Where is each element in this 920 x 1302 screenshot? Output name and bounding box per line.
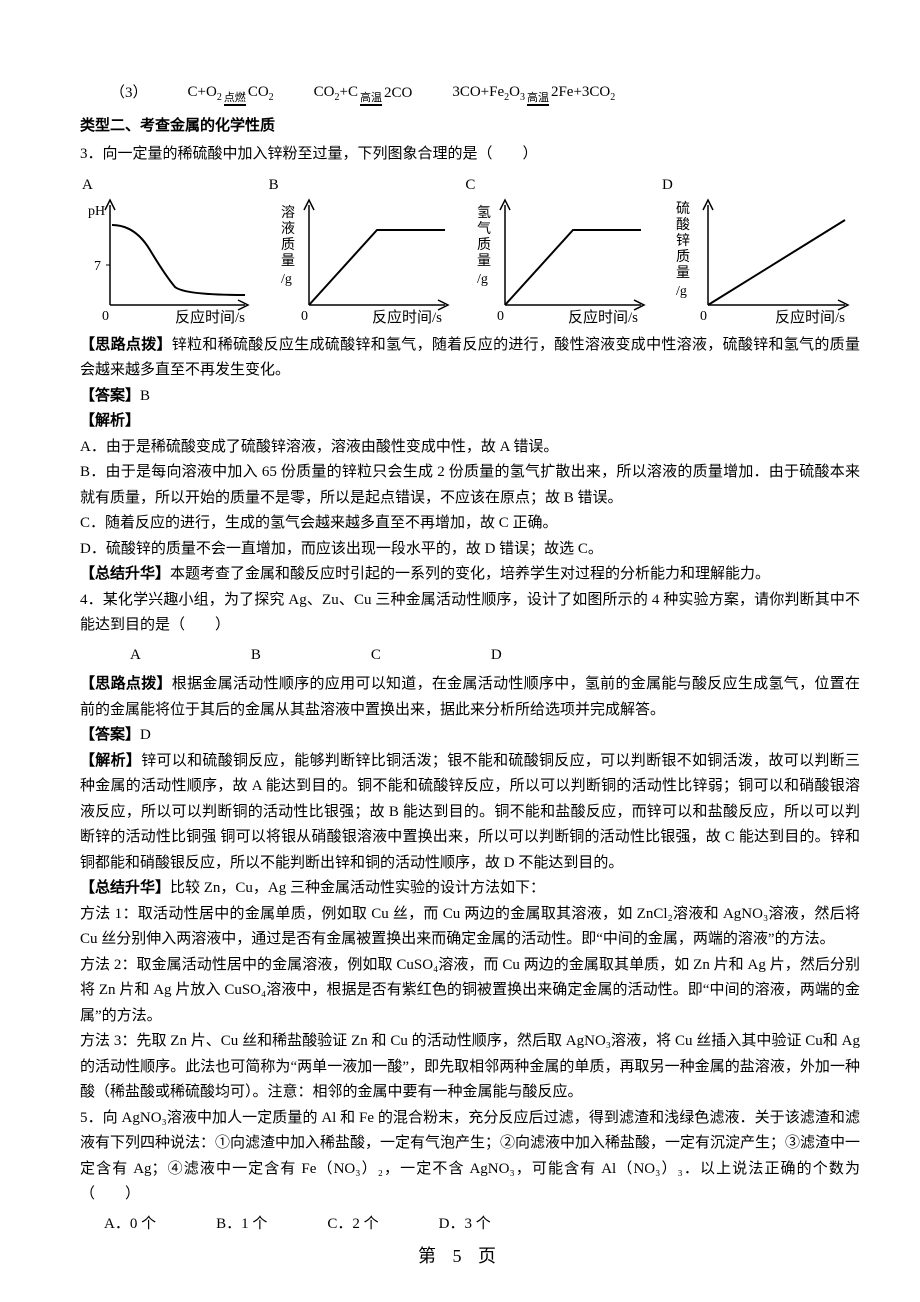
- svg-text:锌: 锌: [676, 233, 690, 249]
- svg-text:/g: /g: [281, 272, 292, 287]
- q4-options: A B C D: [80, 643, 860, 669]
- q3-exp-a: A．由于是稀硫酸变成了硫酸锌溶液，溶液由酸性变成中性，故 A 错误。: [80, 435, 860, 461]
- q3-exp-b: B．由于是每向溶液中加入 65 份质量的锌粒只会生成 2 份质量的氢气扩散出来，…: [80, 460, 860, 511]
- svg-text:量: 量: [477, 253, 491, 269]
- svg-text:7: 7: [94, 259, 101, 274]
- chart-d: D 硫 酸 锌 质 量 /g 0 反应时间/s: [660, 173, 860, 325]
- svg-text:/g: /g: [477, 272, 488, 287]
- q5-options: A．0 个 B．1 个 C．2 个 D．3 个: [80, 1212, 860, 1238]
- svg-text:硫: 硫: [676, 201, 690, 217]
- svg-text:酸: 酸: [676, 217, 690, 233]
- svg-text:0: 0: [301, 309, 308, 324]
- opt-b: B: [251, 643, 261, 669]
- chart-b: B 溶 液 质 量 /g 0 反应时间/s: [267, 173, 457, 325]
- svg-text:气: 气: [477, 221, 491, 237]
- q5-opt-b: B．1 个: [216, 1212, 267, 1238]
- q3-exp-c: C．随着反应的进行，生成的氢气会越来越多直至不再增加，故 C 正确。: [80, 511, 860, 537]
- chart-a: A pH 7 0 反应时间/s: [80, 173, 260, 325]
- eq-prefix: （3）: [110, 81, 148, 107]
- page-footer: 第 5 页: [0, 1241, 920, 1272]
- equation-3: 3CO+Fe2O3 高温 2Fe+3CO2: [452, 80, 615, 106]
- q3-answer: 【答案】B: [80, 384, 860, 410]
- q4-answer: 【答案】D: [80, 723, 860, 749]
- opt-c: C: [371, 643, 381, 669]
- equation-2: CO2+C 高温 2CO: [314, 80, 413, 106]
- svg-text:反应时间/s: 反应时间/s: [175, 308, 245, 325]
- exp-label: 【解析】: [80, 409, 860, 435]
- q3-stem: 3．向一定量的稀硫酸中加入锌粉至过量，下列图象合理的是（ ）: [80, 142, 860, 168]
- equation-line: （3） C+O2 点燃 CO2 CO2+C 高温 2CO 3CO+Fe2O3 高…: [80, 80, 860, 106]
- svg-text:0: 0: [102, 309, 109, 324]
- svg-text:/g: /g: [676, 284, 687, 299]
- method-2: 方法 2：取金属活动性居中的金属溶液，例如取 CuSO₄溶液，而 Cu 两边的金…: [80, 953, 860, 1030]
- method-1: 方法 1：取活动性居中的金属单质，例如取 Cu 丝，而 Cu 两边的金属取其溶液…: [80, 902, 860, 953]
- method-3: 方法 3：先取 Zn 片、Cu 丝和稀盐酸验证 Zn 和 Cu 的活动性顺序，然…: [80, 1029, 860, 1106]
- equation-1: C+O2 点燃 CO2: [188, 80, 274, 106]
- svg-text:反应时间/s: 反应时间/s: [568, 308, 638, 325]
- chart-c: C 氢 气 质 量 /g 0 反应时间/s: [463, 173, 653, 325]
- charts-row: A pH 7 0 反应时间/s B 溶 液 质 量 /g 0: [80, 173, 860, 325]
- opt-d: D: [491, 643, 502, 669]
- q5-opt-c: C．2 个: [327, 1212, 378, 1238]
- q4-exp: 【解析】锌可以和硫酸铜反应，能够判断锌比铜活泼；银不能和硫酸铜反应，可以判断银不…: [80, 749, 860, 877]
- q4-sum-intro: 【总结升华】比较 Zn，Cu，Ag 三种金属活动性实验的设计方法如下：: [80, 876, 860, 902]
- opt-a: A: [130, 643, 141, 669]
- svg-text:0: 0: [700, 309, 707, 324]
- svg-text:反应时间/s: 反应时间/s: [372, 308, 442, 325]
- q3-hint: 【思路点拨】锌粒和稀硫酸反应生成硫酸锌和氢气，随着反应的进行，酸性溶液变成中性溶…: [80, 333, 860, 384]
- svg-text:液: 液: [281, 221, 295, 237]
- svg-text:氢: 氢: [477, 205, 491, 221]
- q3-exp-d: D．硫酸锌的质量不会一直增加，而应该出现一段水平的，故 D 错误；故选 C。: [80, 537, 860, 563]
- svg-text:质: 质: [477, 237, 491, 253]
- q5-opt-a: A．0 个: [104, 1212, 156, 1238]
- svg-text:溶: 溶: [281, 205, 295, 221]
- section-title: 类型二、考查金属的化学性质: [80, 114, 860, 140]
- svg-text:量: 量: [281, 253, 295, 269]
- q4-stem: 4．某化学兴趣小组，为了探究 Ag、Zu、Cu 三种金属活动性顺序，设计了如图所…: [80, 588, 860, 639]
- chart-a-ylabel: pH: [88, 204, 105, 219]
- q5-opt-d: D．3 个: [439, 1212, 491, 1238]
- q4-hint: 【思路点拨】根据金属活动性顺序的应用可以知道，在金属活动性顺序中，氢前的金属能与…: [80, 672, 860, 723]
- q3-summary: 【总结升华】本题考查了金属和酸反应时引起的一系列的变化，培养学生对过程的分析能力…: [80, 562, 860, 588]
- svg-text:质: 质: [281, 237, 295, 253]
- q5-stem: 5．向 AgNO₃溶液中加人一定质量的 Al 和 Fe 的混合粉末，充分反应后过…: [80, 1106, 860, 1208]
- svg-text:质: 质: [676, 249, 690, 265]
- svg-text:0: 0: [497, 309, 504, 324]
- svg-text:反应时间/s: 反应时间/s: [775, 308, 845, 325]
- svg-text:量: 量: [676, 265, 690, 281]
